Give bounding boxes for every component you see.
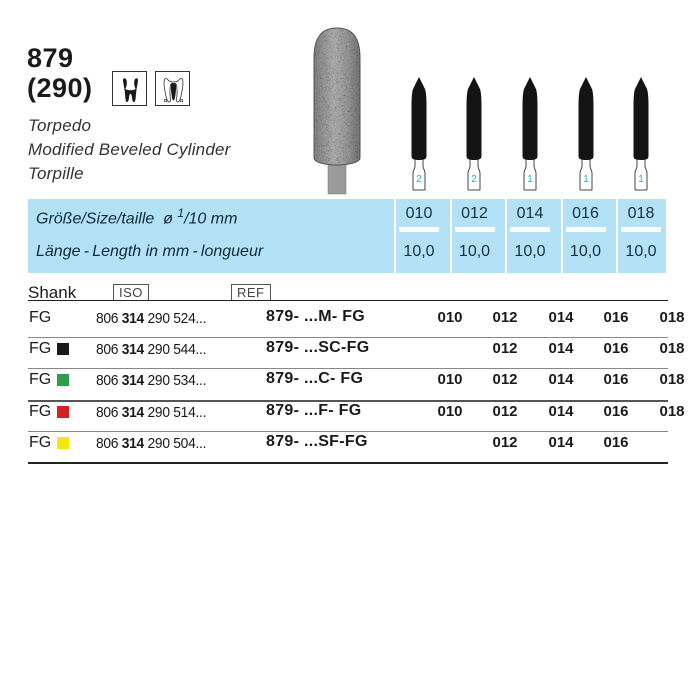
svg-text:2: 2 — [471, 174, 477, 185]
svg-text:1: 1 — [638, 174, 644, 185]
svg-text:2: 2 — [416, 174, 422, 185]
svg-text:1: 1 — [583, 174, 589, 185]
svg-text:1: 1 — [527, 174, 533, 185]
